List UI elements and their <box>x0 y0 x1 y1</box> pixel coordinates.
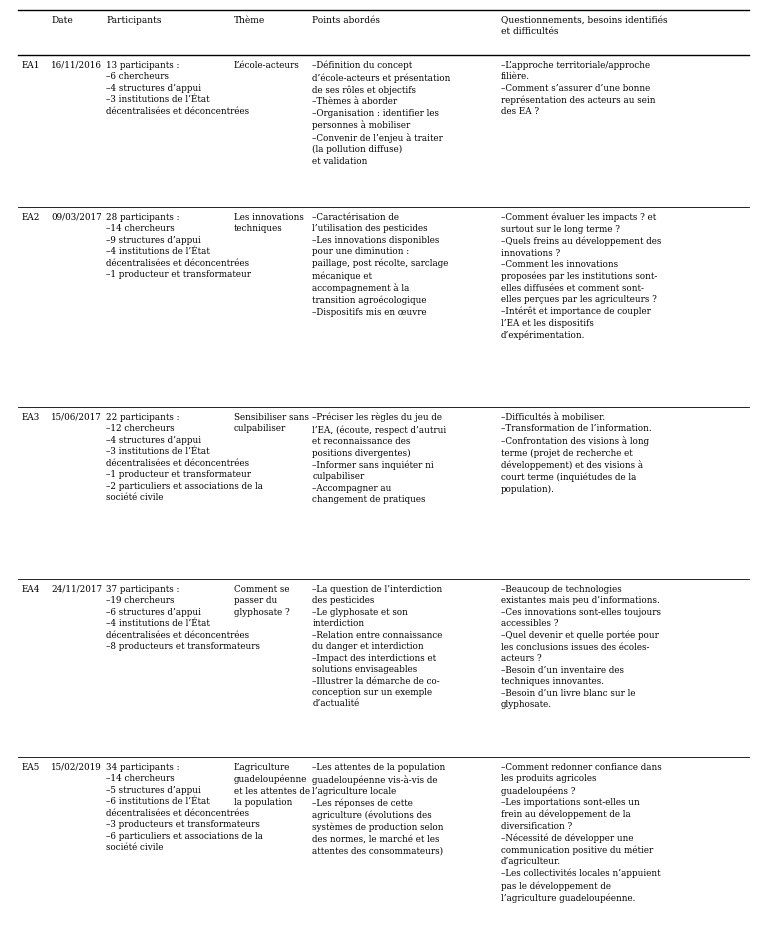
Text: –Les attentes de la population
guadeloupéenne vis-à-vis de
l’agriculture locale
: –Les attentes de la population guadeloup… <box>312 763 446 856</box>
Text: L’agriculture
guadeloupéenne
et les attentes de
la population: L’agriculture guadeloupéenne et les atte… <box>234 763 310 807</box>
Text: –Difficultés à mobiliser.
–Transformation de l’information.
–Confrontation des v: –Difficultés à mobiliser. –Transformatio… <box>501 413 651 494</box>
Text: –Définition du concept
d’école-acteurs et présentation
de ses rôles et objectifs: –Définition du concept d’école-acteurs e… <box>312 61 451 166</box>
Text: Date: Date <box>52 16 73 25</box>
Text: EA3: EA3 <box>22 413 40 422</box>
Text: 09/03/2017: 09/03/2017 <box>52 213 102 222</box>
Text: Les innovations
techniques: Les innovations techniques <box>234 213 304 233</box>
Text: 37 participants :
–19 chercheurs
–6 structures d’appui
–4 institutions de l’État: 37 participants : –19 chercheurs –6 stru… <box>106 585 260 651</box>
Text: Questionnements, besoins identifiés
et difficultés: Questionnements, besoins identifiés et d… <box>501 16 667 36</box>
Text: 15/06/2017: 15/06/2017 <box>52 413 102 422</box>
Text: –Comment évaluer les impacts ? et
surtout sur le long terme ?
–Quels freins au d: –Comment évaluer les impacts ? et surtou… <box>501 213 661 340</box>
Text: 24/11/2017: 24/11/2017 <box>52 585 102 594</box>
Text: –Caractérisation de
l’utilisation des pesticides
–Les innovations disponibles
po: –Caractérisation de l’utilisation des pe… <box>312 213 449 317</box>
Text: EA5: EA5 <box>22 763 40 772</box>
Text: –Préciser les règles du jeu de
l’EA, (écoute, respect d’autrui
et reconnaissance: –Préciser les règles du jeu de l’EA, (éc… <box>312 413 446 504</box>
Text: –Beaucoup de technologies
existantes mais peu d’informations.
–Ces innovations s: –Beaucoup de technologies existantes mai… <box>501 585 661 709</box>
Text: –Comment redonner confiance dans
les produits agricoles
guadeloupéens ?
–Les imp: –Comment redonner confiance dans les pro… <box>501 763 662 903</box>
Text: Sensibiliser sans
culpabiliser: Sensibiliser sans culpabiliser <box>234 413 309 433</box>
Text: –L’approche territoriale/approche
filière.
–Comment s’assurer d’une bonne
représ: –L’approche territoriale/approche filièr… <box>501 61 655 117</box>
Text: EA2: EA2 <box>22 213 40 222</box>
Text: 13 participants :
–6 chercheurs
–4 structures d’appui
–3 institutions de l’État
: 13 participants : –6 chercheurs –4 struc… <box>106 61 249 116</box>
Text: Thème: Thème <box>234 16 265 25</box>
Text: 28 participants :
–14 chercheurs
–9 structures d’appui
–4 institutions de l’État: 28 participants : –14 chercheurs –9 stru… <box>106 213 251 280</box>
Text: Points abordés: Points abordés <box>312 16 380 25</box>
Text: L’école-acteurs: L’école-acteurs <box>234 61 300 70</box>
Text: –La question de l’interdiction
des pesticides
–Le glyphosate et son
interdiction: –La question de l’interdiction des pesti… <box>312 585 442 708</box>
Text: Participants: Participants <box>106 16 162 25</box>
Text: EA1: EA1 <box>22 61 40 70</box>
Text: EA4: EA4 <box>22 585 40 594</box>
Text: 34 participants :
–14 chercheurs
–5 structures d’appui
–6 institutions de l’État: 34 participants : –14 chercheurs –5 stru… <box>106 763 263 852</box>
Text: 15/02/2019: 15/02/2019 <box>52 763 102 772</box>
Text: 22 participants :
–12 chercheurs
–4 structures d’appui
–3 institutions de l’État: 22 participants : –12 chercheurs –4 stru… <box>106 413 263 502</box>
Text: 16/11/2016: 16/11/2016 <box>52 61 102 70</box>
Text: Comment se
passer du
glyphosate ?: Comment se passer du glyphosate ? <box>234 585 290 617</box>
